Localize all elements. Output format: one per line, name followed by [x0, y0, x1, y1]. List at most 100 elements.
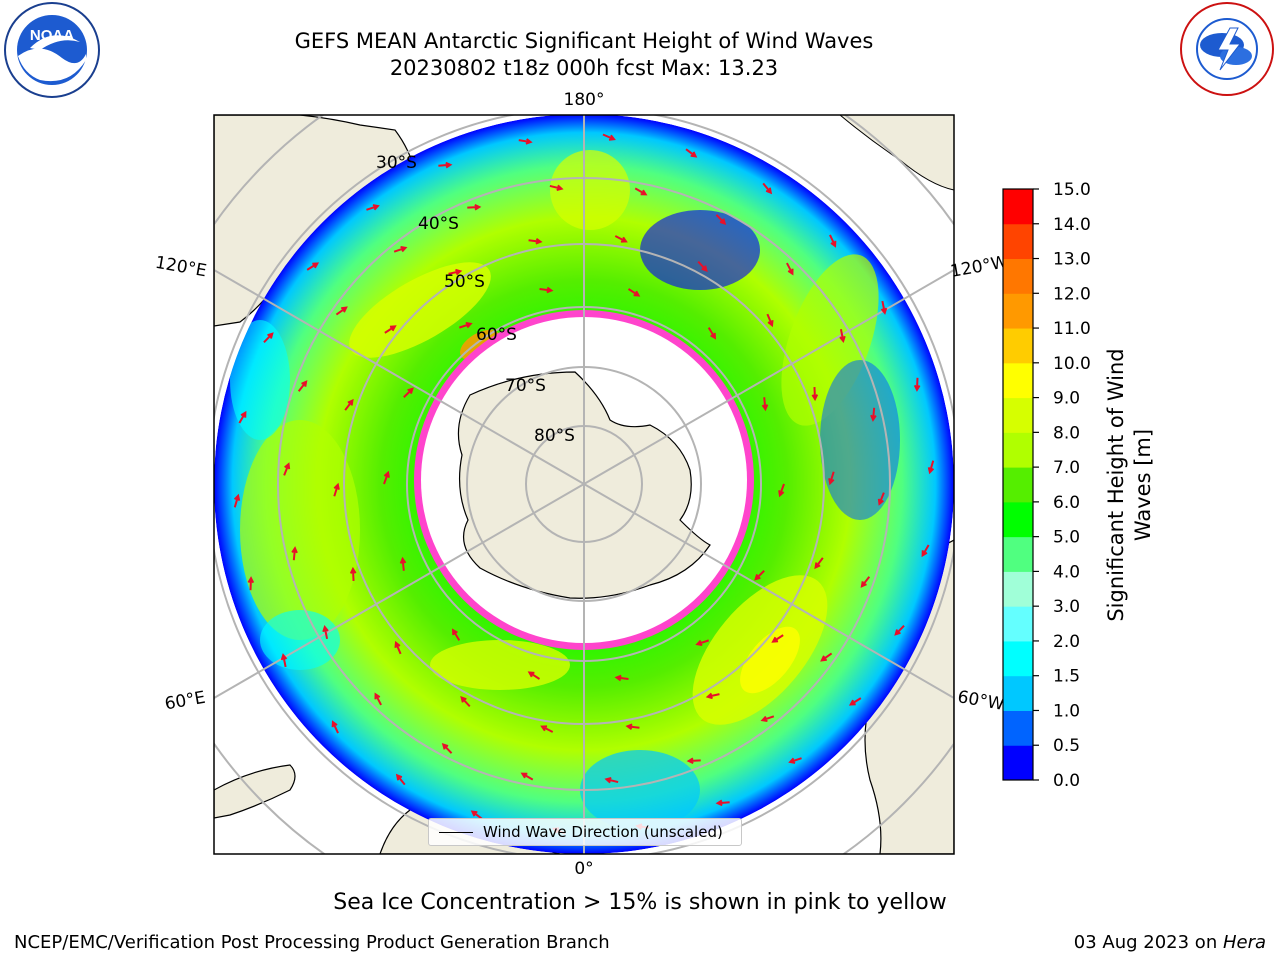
wave-direction-arrow — [394, 640, 402, 655]
wave-direction-arrow — [625, 723, 640, 731]
wave-direction-arrow — [870, 407, 877, 422]
colorbar-segment — [1003, 293, 1033, 329]
colorbar-tick-label: 10.0 — [1053, 354, 1091, 374]
wave-direction-arrow — [766, 313, 774, 328]
wave-direction-arrow — [894, 624, 905, 636]
wave-direction-arrow — [448, 268, 463, 276]
legend-label: Wind Wave Direction (unscaled) — [483, 823, 723, 841]
lon-label-60w: 60°W — [956, 687, 1006, 715]
wave-direction-arrow — [283, 462, 291, 476]
wave-direction-arrow — [335, 306, 348, 316]
lon-label-60e: 60°E — [163, 688, 207, 715]
wave-direction-arrow — [762, 182, 773, 195]
wave-direction-arrow — [280, 653, 288, 668]
wave-direction-arrows — [233, 133, 935, 835]
colorbar-tick-label: 3.0 — [1053, 597, 1080, 617]
wave-direction-arrow — [383, 470, 390, 485]
wave-direction-arrow — [366, 204, 380, 211]
map-panel: 30°S 40°S 50°S 60°S 70°S 80°S — [214, 115, 954, 854]
wave-direction-arrow — [540, 725, 554, 733]
wave-direction-arrow — [602, 133, 616, 141]
colorbar-segment — [1003, 675, 1033, 711]
legend: Wind Wave Direction (unscaled) — [428, 818, 742, 846]
wave-direction-arrow — [848, 697, 862, 706]
footer-credit: NCEP/EMC/Verification Post Processing Pr… — [14, 932, 610, 953]
wave-direction-arrow — [761, 397, 769, 412]
colorbar-segment — [1003, 432, 1033, 468]
footer-date: 03 Aug 2023 on Hera — [1074, 932, 1266, 953]
wave-direction-arrow — [233, 493, 241, 508]
colorbar-tick-label: 8.0 — [1053, 423, 1080, 443]
lat-label-60s: 60°S — [476, 325, 517, 345]
graticule — [214, 115, 954, 854]
colorbar-segment — [1003, 501, 1033, 538]
wave-direction-arrow — [614, 235, 628, 243]
lon-label-180: 180° — [564, 90, 605, 110]
colorbar — [1003, 189, 1033, 781]
colorbar-tick-label: 6.0 — [1053, 493, 1080, 513]
wave-direction-arrow — [788, 757, 802, 764]
wave-direction-arrow — [399, 556, 407, 571]
wave-direction-arrow — [528, 237, 543, 245]
wave-direction-arrow — [715, 799, 730, 807]
wave-direction-arrow — [263, 332, 274, 344]
colorbar-frame — [1002, 188, 1034, 781]
lat-label-30s: 30°S — [376, 153, 417, 173]
colorbar-segment — [1003, 397, 1033, 433]
wave-direction-arrow — [349, 566, 357, 581]
map-frame — [213, 114, 955, 855]
lat-label-40s: 40°S — [418, 214, 459, 234]
colorbar-tick-label: 2.0 — [1053, 632, 1080, 652]
colorbar-tick-label: 11.0 — [1053, 319, 1091, 339]
wave-direction-arrow — [438, 161, 453, 169]
wave-direction-arrow — [395, 773, 406, 786]
wave-direction-arrow — [331, 720, 339, 734]
wave-direction-arrow — [291, 546, 298, 561]
colorbar-ticks: 0.0 0.5 1.0 1.5 2.0 3.0 4.0 5.0 6.0 7.0 8.0 9.0 10.0… — [1033, 180, 1091, 791]
colorbar-tick-label: 4.0 — [1053, 562, 1080, 582]
colorbar-segment — [1003, 571, 1033, 607]
wave-direction-arrow — [451, 628, 461, 641]
colorbar-segment — [1003, 710, 1033, 746]
wave-direction-arrow — [549, 184, 564, 192]
madagascar-land — [214, 764, 296, 819]
wave-direction-arrow — [695, 639, 710, 647]
legend-line-swatch — [439, 831, 473, 833]
lat-label-80s: 80°S — [534, 426, 575, 446]
wave-direction-arrow — [441, 743, 453, 754]
colorbar-tick-label: 5.0 — [1053, 528, 1080, 548]
wave-direction-arrow — [877, 492, 885, 506]
wave-direction-arrow — [811, 387, 819, 402]
wave-direction-arrow — [697, 260, 708, 272]
colorbar-tick-label: 9.0 — [1053, 389, 1080, 409]
wave-direction-arrow — [614, 674, 629, 682]
noaa-logo: NOAA — [4, 2, 100, 98]
wave-direction-arrow — [760, 715, 775, 723]
wave-direction-arrow — [828, 471, 835, 486]
colorbar-tick-label: 7.0 — [1053, 458, 1080, 478]
wave-direction-arrow — [604, 776, 619, 784]
colorbar-tick-label: 14.0 — [1053, 215, 1091, 235]
wave-direction-arrow — [707, 327, 717, 340]
colorbar-segment — [1003, 328, 1033, 364]
colorbar-segment — [1003, 258, 1033, 294]
wave-direction-arrow — [460, 696, 471, 708]
colorbar-segment — [1003, 467, 1033, 503]
lon-label-120w: 120°W — [949, 252, 1010, 282]
wave-direction-arrow — [860, 576, 871, 588]
colorbar-segment — [1003, 189, 1033, 225]
colorbar-segment — [1003, 606, 1033, 642]
wave-direction-arrow — [374, 692, 382, 706]
colorbar-segment — [1003, 362, 1033, 399]
wave-direction-arrow — [771, 634, 784, 643]
wave-direction-arrow — [814, 557, 824, 570]
lat-label-70s: 70°S — [505, 376, 546, 396]
wave-direction-arrow — [238, 410, 247, 424]
wave-direction-arrow — [393, 245, 408, 253]
colorbar-tick-label: 13.0 — [1053, 250, 1091, 270]
footer-date-text: 03 Aug 2023 on — [1073, 932, 1223, 953]
colorbar-label-line2: Waves [m] — [1131, 429, 1155, 541]
wave-direction-arrow — [839, 328, 846, 343]
colorbar-tick-label: 0.0 — [1053, 771, 1080, 791]
wave-direction-arrow — [829, 234, 837, 248]
